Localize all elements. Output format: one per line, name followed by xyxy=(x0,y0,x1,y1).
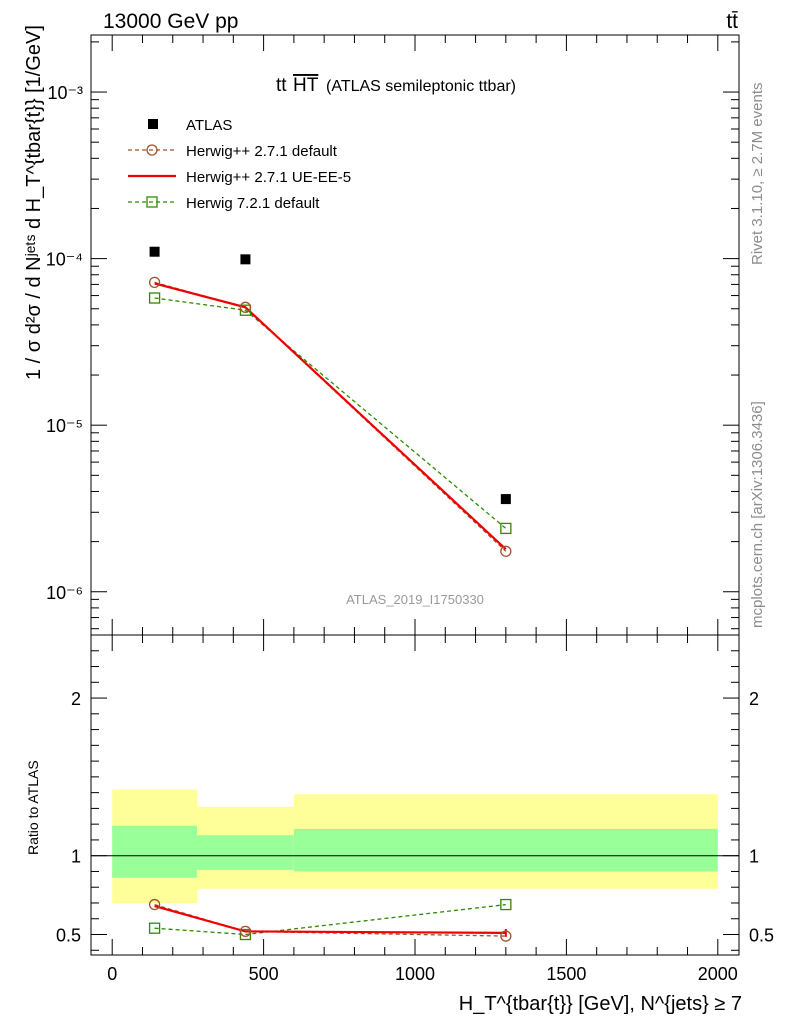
series-line-1 xyxy=(154,281,507,552)
legend: ATLAS Herwig++ 2.7.1 default Herwig++ 2.… xyxy=(128,117,351,212)
legend-label-herwigpp-ueee5: Herwig++ 2.7.1 UE-EE-5 xyxy=(186,169,351,186)
ratio-herwig7-marker xyxy=(148,922,161,934)
xtick-label: 1000 xyxy=(395,964,435,984)
ratio-ytick-label-right: 0.5 xyxy=(749,926,774,946)
legend-label-atlas: ATLAS xyxy=(186,117,232,134)
main-ytick-label: 10⁻⁶ xyxy=(46,583,83,603)
side-label-bottom: mcplots.cern.ch [arXiv:1306.3436] xyxy=(749,401,766,628)
xtick-label: 2000 xyxy=(698,964,738,984)
ratio-ytick-label: 0.5 xyxy=(56,926,81,946)
main-ylabel: 1 / σ d²σ / d Nʲᵉᵗˢ d H_T^{tbar{t}} [1/G… xyxy=(23,25,45,380)
ratio-herwigpp-default-marker xyxy=(148,898,161,911)
herwig7-marker xyxy=(500,522,512,535)
legend-marker-herwig7-default xyxy=(146,196,158,208)
ratio-ytick-label-right: 2 xyxy=(749,689,759,709)
main-ytick-label: 10⁻⁴ xyxy=(46,250,83,270)
legend-marker-atlas xyxy=(148,119,158,129)
main-ylabel-text: 1 / σ d²σ / d Nʲᵉᵗˢ d H_T^{tbar{t}} [1/G… xyxy=(23,25,45,380)
ratio-herwig7-marker xyxy=(500,898,512,911)
main-ytick-label: 10⁻⁵ xyxy=(46,416,83,436)
ratio-ytick-label-right: 1 xyxy=(749,847,759,867)
analysis-title-prefix: tt xyxy=(276,75,287,96)
atlas-data-point xyxy=(149,246,160,257)
uncertainty-band-inner xyxy=(112,825,197,878)
ratio-ytick-label: 2 xyxy=(71,689,81,709)
analysis-title-overlined: HT xyxy=(293,75,319,96)
analysis-title: tt HT (ATLAS semileptonic ttbar) xyxy=(276,75,516,96)
series-line-2 xyxy=(154,282,507,551)
xtick-label: 500 xyxy=(249,964,279,984)
ratio-herwig7-marker xyxy=(239,928,252,941)
uncertainty-band-inner xyxy=(196,835,294,870)
ratio-ytick-label: 1 xyxy=(71,847,81,867)
analysis-subtitle: (ATLAS semileptonic ttbar) xyxy=(326,78,516,95)
process-label: tt̄ xyxy=(726,10,738,33)
ratio-line-1 xyxy=(154,905,506,935)
herwigpp-default-marker xyxy=(500,545,512,557)
main-ytick-label: 10⁻³ xyxy=(47,83,83,103)
main-panel: 10⁻⁶ 10⁻⁵ 10⁻⁴ 10⁻³ xyxy=(46,35,739,635)
herwig7-marker xyxy=(239,304,252,316)
xtick-label: 1500 xyxy=(546,964,586,984)
atlas-data-point xyxy=(240,254,251,265)
atlas-data-point xyxy=(500,494,511,505)
legend-label-herwig7-default: Herwig 7.2.1 default xyxy=(186,195,320,212)
ratio-frame xyxy=(90,634,740,956)
series-line-3 xyxy=(154,297,507,529)
ratio-ylabel: Ratio to ATLAS xyxy=(25,760,41,855)
analysis-id: ATLAS_2019_I1750330 xyxy=(346,592,484,607)
ratio-herwigpp-default-marker xyxy=(239,925,252,938)
herwig7-marker xyxy=(148,292,161,304)
herwigpp-default-marker xyxy=(239,301,252,313)
herwigpp-default-marker xyxy=(148,276,161,289)
energy-label: 13000 GeV pp xyxy=(103,10,238,33)
side-label-top: Rivet 3.1.10, ≥ 2.7M events xyxy=(749,83,766,266)
ratio-panel: 2 2 1 1 0.5 0.5 0 500 1000 1500 2000 xyxy=(56,634,774,984)
ratio-line-2 xyxy=(154,903,506,936)
ratio-herwigpp-default-marker xyxy=(500,930,512,942)
xtick-label: 0 xyxy=(107,964,117,984)
legend-label-herwigpp-default: Herwig++ 2.7.1 default xyxy=(186,143,338,160)
uncertainty-band-inner xyxy=(293,828,718,872)
legend-marker-herwigpp-default xyxy=(146,144,158,156)
xlabel: H_T^{tbar{t}} [GeV], N^{jets} ≥ 7 xyxy=(459,993,742,1015)
